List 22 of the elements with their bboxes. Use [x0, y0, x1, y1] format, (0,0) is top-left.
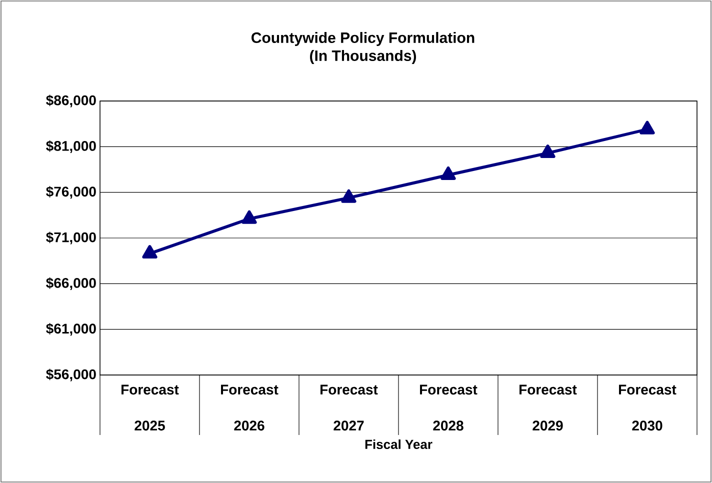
point [242, 210, 257, 224]
category-label: Forecast 2026 [221, 384, 278, 431]
chart-subtitle: (In Thousands) [310, 50, 416, 64]
y-tick-label: $86,000 [46, 94, 96, 108]
chart-title: Countywide Policy Formulation [252, 32, 474, 46]
x-axis-title: Fiscal Year [365, 439, 432, 449]
point [640, 120, 655, 134]
y-tick-label: $81,000 [46, 140, 96, 153]
category-label: Forecast 2028 [420, 384, 478, 431]
category-label: Forecast 2027 [320, 384, 378, 431]
y-tick-label: $71,000 [46, 232, 96, 244]
category-label: Forecast 2030 [619, 384, 676, 431]
point [142, 245, 158, 259]
y-tick-label: $56,000 [46, 368, 96, 382]
point [341, 189, 356, 203]
y-tick-label: $61,000 [46, 323, 96, 336]
category-label: Forecast 2029 [520, 384, 577, 431]
y-tick-label: $66,000 [46, 277, 96, 290]
category-label: Forecast 2025 [122, 384, 179, 431]
point [540, 144, 556, 158]
point [440, 166, 456, 180]
y-tick-label: $76,000 [46, 186, 96, 199]
